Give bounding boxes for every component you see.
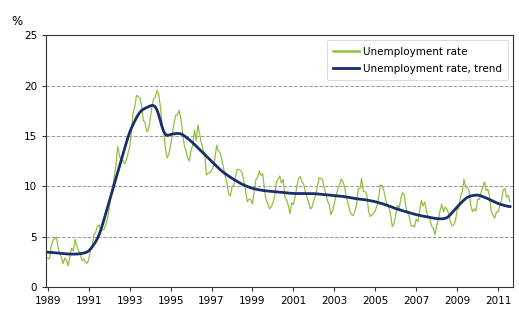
Legend: Unemployment rate, Unemployment rate, trend: Unemployment rate, Unemployment rate, tr… [326, 40, 508, 80]
Text: %: % [11, 15, 22, 27]
